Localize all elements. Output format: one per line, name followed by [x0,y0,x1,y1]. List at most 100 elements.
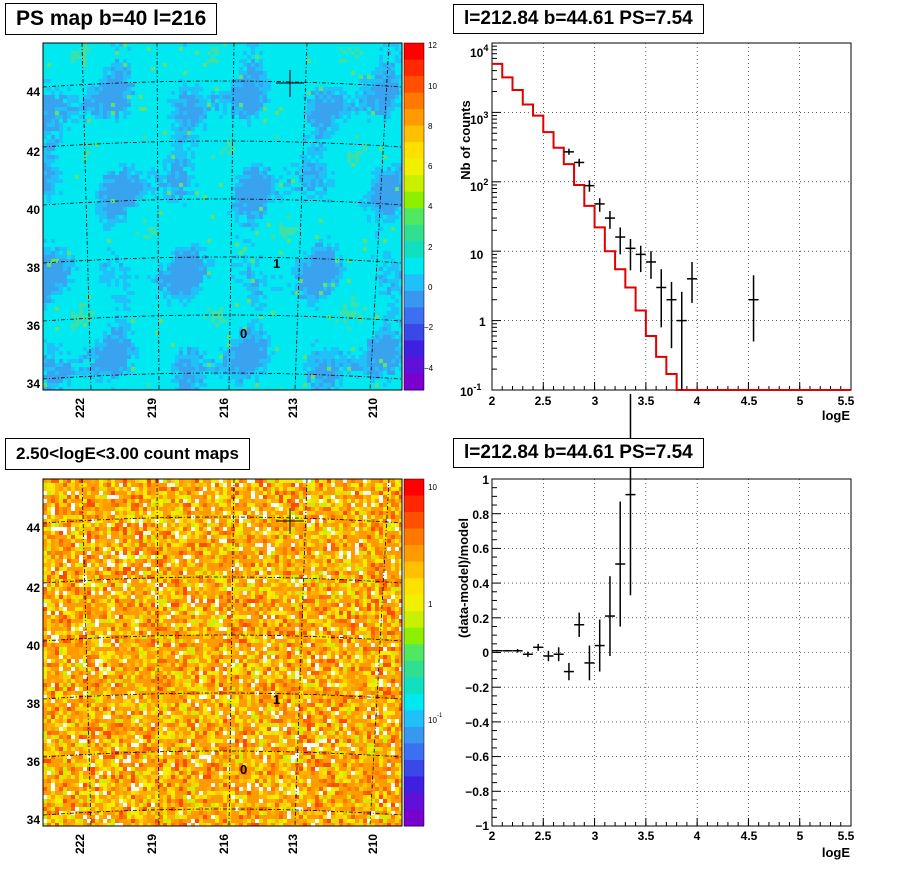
heat-cell [299,183,303,187]
heat-cell [47,211,51,215]
heat-cell [59,255,63,259]
heat-cell [55,167,59,171]
heat-cell [275,123,279,127]
heat-cell [343,159,347,163]
heat-cell [51,159,55,163]
heat-cell [51,115,55,119]
heat-cell [251,143,255,147]
heat-cell [379,67,383,71]
heat-cell [99,219,103,223]
heat-cell [347,107,351,111]
heat-cell [179,75,183,79]
heat-cell [127,127,131,131]
heat-cell [67,215,71,219]
heat-cell [187,51,191,55]
heat-cell [175,55,179,59]
heat-cell [75,79,79,83]
heat-cell [203,59,207,63]
heat-cell [83,71,87,75]
heat-cell [299,63,303,67]
heat-cell [251,51,255,55]
heat-cell [323,131,327,135]
heat-cell [387,91,391,95]
heat-cell [259,215,263,219]
heat-cell [195,191,199,195]
heat-cell [327,203,331,207]
heat-cell [195,99,199,103]
heat-cell [75,111,79,115]
heat-cell [59,231,63,235]
heat-cell [183,179,187,183]
heat-cell [279,127,283,131]
heat-cell [83,227,87,231]
heat-cell [115,51,119,55]
heat-cell [195,75,199,79]
heat-cell [327,247,331,251]
heat-cell [199,139,203,143]
heat-cell [319,155,323,159]
heat-cell [47,247,51,251]
heat-cell [299,115,303,119]
heat-cell [303,127,307,131]
heat-cell [63,75,67,79]
heat-cell [191,115,195,119]
heat-cell [351,259,355,263]
heat-cell [379,75,383,79]
heat-cell [287,207,291,211]
heat-cell [279,175,283,179]
heat-cell [343,215,347,219]
heat-cell [211,127,215,131]
heat-cell [211,67,215,71]
heat-cell [87,123,91,127]
heat-cell [47,119,51,123]
heat-cell [239,55,243,59]
heat-cell [43,115,47,119]
heat-cell [67,251,71,255]
heat-cell [63,231,67,235]
heat-cell [315,243,319,247]
heat-cell [255,111,259,115]
heat-cell [395,83,399,87]
heat-cell [87,167,91,171]
heat-cell [303,227,307,231]
heat-cell [59,183,63,187]
heat-cell [367,235,371,239]
heat-cell [75,159,79,163]
heat-cell [143,231,147,235]
heat-cell [299,247,303,251]
heat-cell [215,91,219,95]
heat-cell [279,171,283,175]
heat-cell [139,47,143,51]
heat-cell [347,175,351,179]
heat-cell [359,83,363,87]
heat-cell [59,199,63,203]
heat-cell [163,55,167,59]
heat-cell [255,171,259,175]
heat-cell [135,211,139,215]
heat-cell [259,107,263,111]
heat-cell [375,111,379,115]
heat-cell [63,115,67,119]
heat-cell [279,227,283,231]
heat-cell [363,199,367,203]
heat-cell [259,219,263,223]
heat-cell [307,259,311,263]
heat-cell [75,103,79,107]
heat-cell [87,195,91,199]
heat-cell [295,227,299,231]
heat-cell [71,243,75,247]
heat-cell [347,119,351,123]
heat-cell [51,211,55,215]
heat-cell [239,123,243,127]
heat-cell [187,259,191,263]
heat-cell [51,171,55,175]
heat-cell [379,143,383,147]
heat-cell [119,107,123,111]
heat-cell [147,227,151,231]
heat-cell [151,263,155,267]
heat-cell [235,75,239,79]
heat-cell [367,179,371,183]
heat-cell [323,251,327,255]
heat-cell [251,235,255,239]
heat-cell [143,187,147,191]
